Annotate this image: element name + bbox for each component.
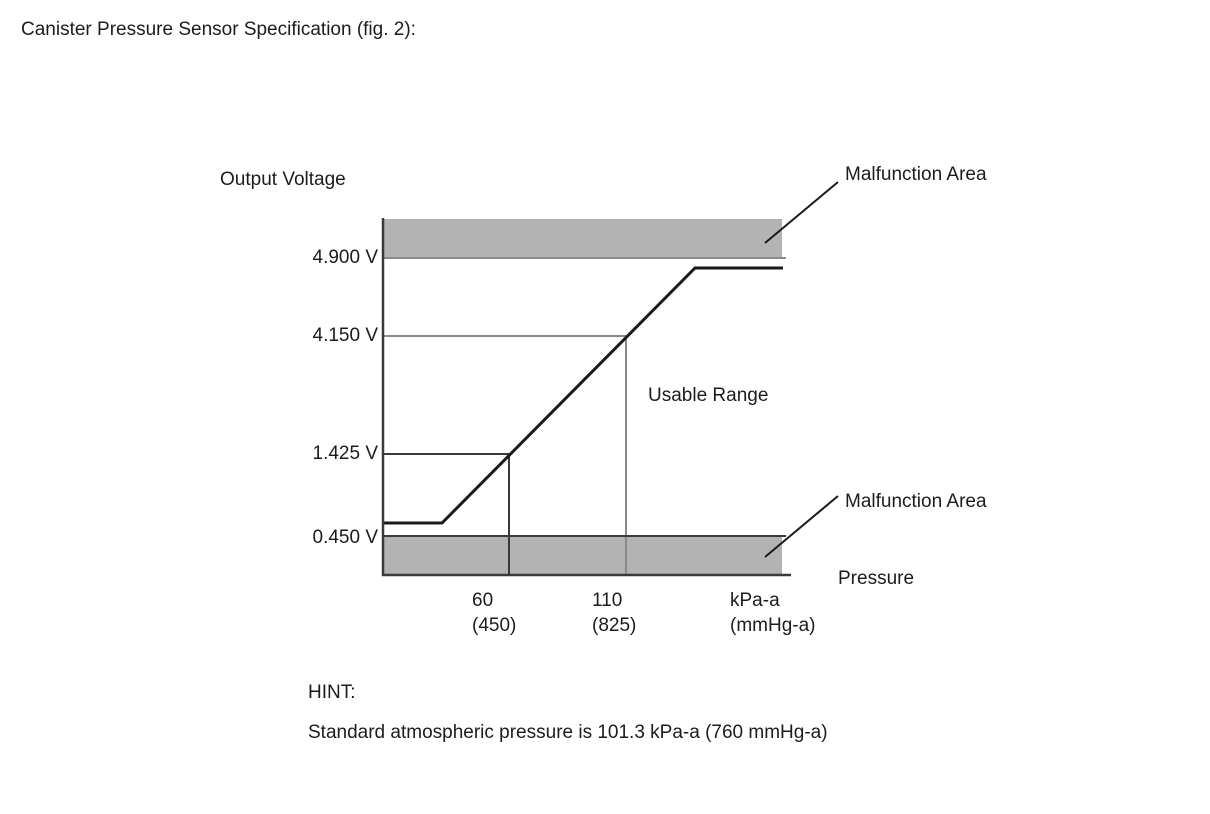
hint-label: HINT: <box>308 682 356 703</box>
x-tick-60kpa: 60 <box>472 590 494 611</box>
annotation-malfunction-area-top: Malfunction Area <box>845 164 987 185</box>
y-tick-450mv: 0.450 V <box>312 527 379 548</box>
x-unit-mmhg: (mmHg-a) <box>730 615 816 636</box>
figure-title: Canister Pressure Sensor Specification (… <box>21 19 416 40</box>
x-tick-825mmhg: (825) <box>592 615 637 636</box>
y-tick-4150mv: 4.150 V <box>312 325 379 346</box>
sensor-output-curve <box>383 266 783 525</box>
malfunction-band-top <box>383 219 782 257</box>
callout-line-malfunction-bottom <box>764 495 839 558</box>
callout-line-malfunction-top <box>764 181 839 244</box>
y-tick-4900mv: 4.900 V <box>312 247 379 268</box>
x-tick-110kpa: 110 <box>592 590 623 611</box>
malfunction-band-bottom <box>383 536 782 574</box>
y-axis-title: Output Voltage <box>220 169 346 190</box>
x-axis-title: Pressure <box>838 568 915 589</box>
x-unit-kpa: kPa-a <box>730 590 780 611</box>
hint-text: Standard atmospheric pressure is 101.3 k… <box>308 722 828 743</box>
x-tick-450mmhg: (450) <box>472 615 517 636</box>
annotation-usable-range: Usable Range <box>648 385 769 406</box>
annotation-malfunction-area-bottom: Malfunction Area <box>845 491 987 512</box>
y-tick-1425mv: 1.425 V <box>312 443 379 464</box>
